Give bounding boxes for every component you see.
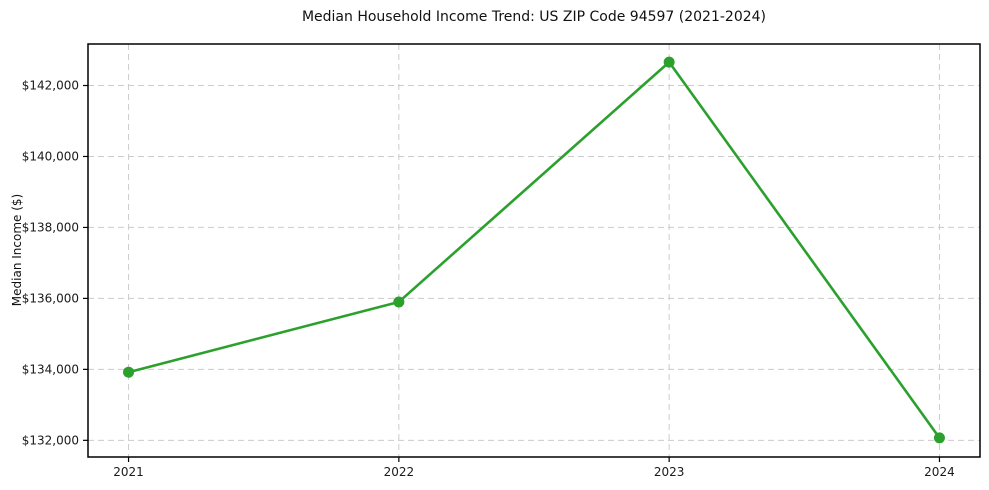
chart-title: Median Household Income Trend: US ZIP Co… [301, 9, 767, 25]
x-tick-label: 2023 [654, 465, 685, 479]
data-point-marker [933, 432, 945, 444]
x-tick-label: 2021 [113, 465, 144, 479]
y-tick-label: $140,000 [22, 149, 79, 163]
data-point-marker [663, 56, 675, 68]
trend-line [127, 60, 941, 440]
data-point-marker [393, 296, 405, 308]
x-tick-label: 2024 [924, 465, 955, 479]
data-point-marker [123, 366, 135, 378]
x-tick-label: 2022 [384, 465, 415, 479]
y-axis-label: Median Income ($) [10, 193, 24, 307]
y-tick-label: $138,000 [22, 220, 79, 234]
y-tick-label: $142,000 [22, 79, 79, 93]
y-tick-label: $132,000 [22, 433, 79, 447]
y-tick-label: $134,000 [22, 362, 79, 376]
plot-border [87, 43, 981, 458]
y-tick-label: $136,000 [22, 291, 79, 305]
